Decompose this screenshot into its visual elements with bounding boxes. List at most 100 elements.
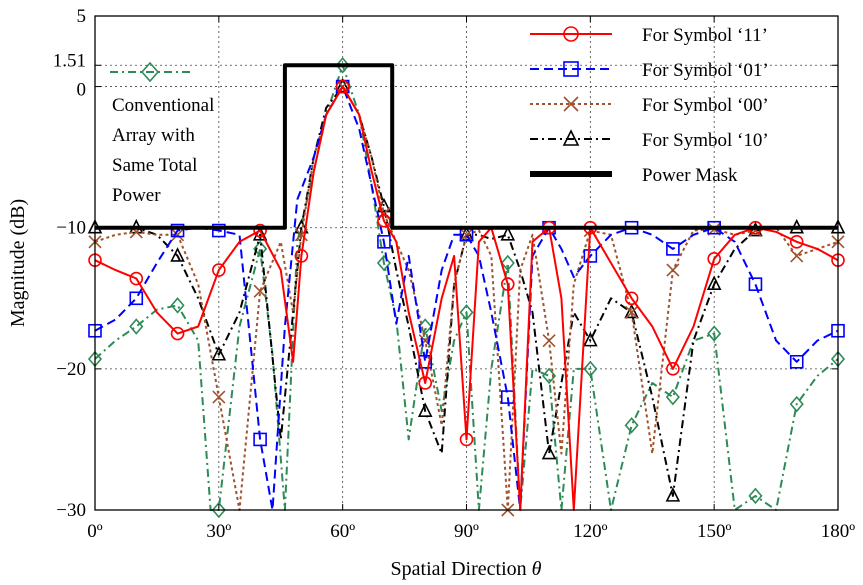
- diamond-marker: [140, 61, 160, 83]
- x-tick-label: 30º: [206, 521, 231, 542]
- diamond-marker: [211, 501, 226, 519]
- series-power-mask: [95, 63, 838, 230]
- series-line: [94, 85, 839, 511]
- square-marker: [377, 235, 391, 249]
- square-marker: [212, 223, 226, 238]
- series-line: [94, 85, 839, 511]
- series-line: [94, 85, 839, 511]
- triangle-marker: [624, 303, 639, 319]
- diamond-marker: [253, 240, 268, 258]
- legend-label: For Symbol ‘11’: [642, 25, 768, 46]
- x-marker: [790, 249, 804, 263]
- legend-label: For Symbol ‘10’: [642, 130, 769, 151]
- legend-label: Power Mask: [642, 165, 738, 186]
- y-axis-label: Magnitude (dB): [7, 199, 29, 327]
- square-marker: [748, 277, 763, 291]
- x-marker: [666, 263, 680, 277]
- x-tick-label: 120º: [573, 521, 608, 542]
- x-axis-label-symbol: θ: [532, 558, 542, 580]
- diamond-marker: [335, 57, 350, 74]
- diamond-marker: [129, 318, 144, 335]
- diamond-marker: [748, 487, 763, 505]
- annotation-text-line: Power: [112, 185, 161, 206]
- y-ticks: 5 1.51 0 −10 −20 −30: [53, 6, 838, 521]
- legend-label: For Symbol ‘01’: [642, 60, 769, 81]
- y-tick-label: −10: [56, 218, 86, 239]
- x-marker: [563, 96, 579, 112]
- diamond-marker: [665, 388, 680, 406]
- x-marker: [459, 228, 474, 242]
- triangle-marker: [252, 225, 268, 241]
- diamond-marker: [542, 367, 557, 385]
- triangle-marker: [665, 487, 681, 502]
- diamond-marker: [459, 304, 474, 321]
- annotation-text-line: Conventional: [112, 95, 214, 116]
- x-ticks: 0º 30º 60º 90º 120º 150º 180º: [87, 16, 855, 542]
- y-tick-label: −20: [56, 359, 86, 380]
- series-line: [95, 63, 838, 230]
- circle-marker: [789, 235, 804, 249]
- diamond-marker: [789, 395, 804, 413]
- y-tick-label: 0: [77, 80, 87, 101]
- triangle-marker: [706, 275, 722, 290]
- annotation: Conventional Array with Same Total Power: [110, 61, 214, 206]
- x-axis-label-text: Spatial Direction: [391, 558, 527, 580]
- circle-marker: [563, 26, 579, 42]
- square-marker: [253, 432, 267, 447]
- circle-marker: [418, 376, 433, 390]
- triangle-marker: [417, 402, 433, 417]
- x-tick-label: 150º: [697, 521, 732, 542]
- x-marker: [212, 390, 226, 404]
- legend: For Symbol ‘11’ For Symbol ‘01’ For Symbol…: [530, 25, 769, 186]
- x-tick-label: 90º: [454, 521, 479, 542]
- diamond-marker: [707, 325, 722, 342]
- triangle-marker: [583, 331, 598, 347]
- circle-marker: [129, 271, 144, 286]
- square-marker: [170, 223, 185, 238]
- circle-marker: [212, 263, 226, 277]
- circle-marker: [666, 362, 680, 376]
- triangle-marker: [170, 247, 185, 262]
- square-marker: [563, 61, 579, 77]
- circle-marker: [500, 277, 515, 291]
- circle-marker: [170, 326, 185, 341]
- square-marker: [583, 249, 598, 263]
- x-tick-label: 180º: [821, 521, 856, 542]
- circle-marker: [459, 432, 474, 447]
- circle-marker: [707, 251, 721, 266]
- x-tick-label: 0º: [87, 521, 103, 542]
- circle-marker: [624, 291, 639, 306]
- x-marker: [170, 228, 185, 242]
- triangle-marker: [211, 345, 227, 361]
- triangle-marker: [335, 77, 350, 93]
- x-marker: [377, 207, 391, 221]
- annotation-text-line: Array with: [112, 125, 195, 146]
- x-tick-label: 60º: [330, 521, 355, 542]
- legend-label: For Symbol ‘00’: [642, 95, 769, 116]
- diamond-marker: [624, 417, 639, 434]
- triangle-marker: [541, 444, 557, 460]
- circle-marker: [253, 223, 267, 238]
- x-marker: [625, 305, 639, 319]
- annotation-text-line: Same Total: [112, 155, 197, 176]
- y-tick-label: −30: [56, 500, 86, 521]
- circle-marker: [294, 249, 309, 263]
- x-axis-label: Spatial Direction θ: [391, 558, 542, 580]
- triangle-marker: [562, 129, 580, 146]
- y-tick-label: 5: [77, 6, 87, 27]
- square-marker: [129, 291, 144, 306]
- circle-marker: [377, 213, 391, 228]
- circle-marker: [335, 79, 350, 94]
- diamond-marker: [500, 254, 515, 272]
- diamond-marker: [170, 297, 185, 314]
- x-marker: [542, 334, 556, 348]
- triangle-marker: [500, 225, 516, 241]
- diamond-marker: [418, 318, 433, 335]
- diamond-marker: [376, 254, 391, 272]
- square-marker: [789, 354, 804, 369]
- y-tick-label: 1.51: [53, 50, 86, 71]
- diamond-marker: [583, 360, 598, 378]
- x-marker: [253, 284, 267, 298]
- square-marker: [666, 242, 680, 256]
